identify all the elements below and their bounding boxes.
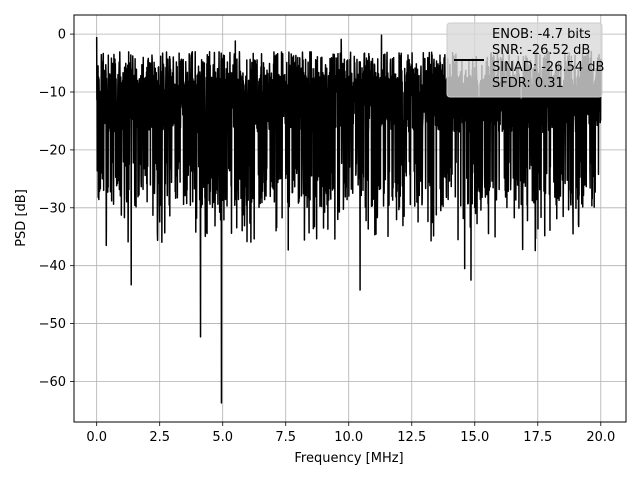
y-tick-label: 0 <box>58 28 66 43</box>
y-tick-label: −10 <box>39 86 66 101</box>
y-tick-label: −50 <box>39 317 66 332</box>
y-tick-label: −60 <box>39 375 66 390</box>
legend-box <box>446 22 603 98</box>
y-tick-label: −30 <box>39 201 66 216</box>
x-tick-label: 7.5 <box>275 430 296 445</box>
legend: ENOB: -4.7 bits SNR: -26.52 dB SINAD: -2… <box>446 22 604 98</box>
legend-snr: SNR: -26.52 dB <box>492 43 590 58</box>
plot-frame <box>73 14 627 423</box>
legend-enob: ENOB: -4.7 bits <box>492 27 591 42</box>
y-tick-label: −20 <box>39 143 66 158</box>
x-axis-ticks: 0.0 2.5 5.0 7.5 10.0 12.5 15.0 17.5 20.0 <box>86 422 615 445</box>
x-tick-label: 17.5 <box>523 430 552 445</box>
y-axis-label: PSD [dB] <box>14 189 29 247</box>
y-tick-label: −40 <box>39 259 66 274</box>
x-tick-label: 15.0 <box>460 430 489 445</box>
legend-sinad: SINAD: -26.54 dB <box>492 60 604 75</box>
x-tick-label: 0.0 <box>86 430 107 445</box>
x-tick-label: 10.0 <box>334 430 363 445</box>
x-tick-label: 5.0 <box>212 430 233 445</box>
x-axis-label: Frequency [MHz] <box>294 451 403 466</box>
y-axis-ticks: 0 −10 −20 −30 −40 −50 −60 <box>39 28 74 390</box>
legend-sfdr: SFDR: 0.31 <box>492 76 564 91</box>
x-tick-label: 20.0 <box>586 430 615 445</box>
x-tick-label: 12.5 <box>397 430 426 445</box>
x-tick-label: 2.5 <box>149 430 170 445</box>
